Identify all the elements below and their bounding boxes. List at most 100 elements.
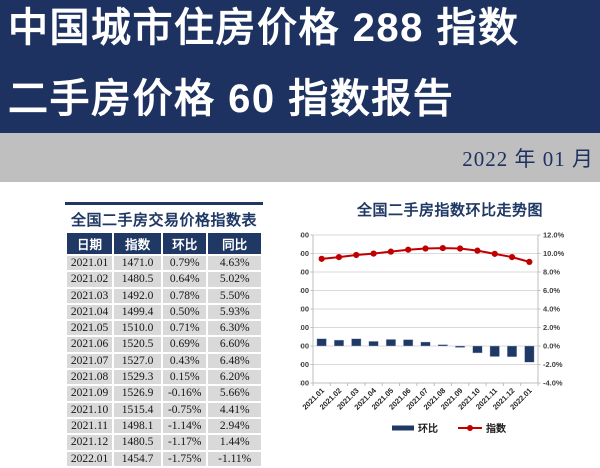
table-col-header: 同比 — [208, 233, 261, 254]
price-index-table: 全国二手房交易价格指数表 日期 指数 环比 同比 2021.01 1471.0 0.79%… — [65, 202, 263, 468]
table-row: 2022.01 1454.7 -1.75% -1.11% — [67, 451, 261, 466]
table-cell: 6.20% — [208, 370, 261, 385]
table-cell: 5.02% — [208, 272, 261, 287]
table-cell: 1510.0 — [114, 321, 162, 336]
data-point-marker — [457, 245, 464, 252]
bar-series — [316, 338, 535, 363]
table-cell: 1526.9 — [114, 386, 162, 401]
table-cell: 0.78% — [163, 288, 207, 303]
bar — [507, 345, 517, 358]
table-row: 2021.08 1529.3 0.15% 6.20% — [67, 370, 261, 385]
legend-bar-swatch — [392, 425, 414, 431]
report-title-line2: 二手房价格 60 指数报告 — [8, 77, 455, 121]
table-cell: 2021.07 — [67, 353, 113, 369]
table-title: 全国二手房交易价格指数表 — [65, 202, 263, 231]
axis-lines — [312, 235, 539, 386]
bar — [472, 345, 483, 354]
data-point-marker — [508, 254, 516, 261]
svg-text:1300: 1300 — [300, 286, 309, 295]
table-cell: -0.75% — [163, 402, 207, 417]
data-point-marker — [474, 247, 481, 254]
data-point-marker — [422, 245, 429, 252]
table-cell: 1480.5 — [114, 435, 162, 450]
table-cell: 1492.0 — [114, 288, 162, 303]
table-row: 2021.03 1492.0 0.78% 5.50% — [67, 288, 261, 303]
table-cell: 0.69% — [163, 337, 207, 352]
bar — [316, 338, 327, 347]
svg-text:1200: 1200 — [300, 305, 309, 314]
svg-text:-4.0%: -4.0% — [543, 379, 563, 388]
table-cell: 2021.09 — [67, 386, 113, 401]
table-cell: -1.75% — [163, 451, 207, 466]
svg-text:6.0%: 6.0% — [543, 286, 560, 295]
table-cell: 1480.5 — [114, 272, 162, 287]
table-cell: 1527.0 — [114, 353, 162, 369]
table-cell: -1.14% — [163, 418, 207, 434]
table-cell: -1.17% — [163, 435, 207, 450]
data-point-marker — [335, 254, 343, 261]
bar — [420, 341, 431, 347]
table-cell: 1529.3 — [114, 370, 162, 385]
data-point-marker — [491, 250, 498, 257]
legend-line-marker — [467, 425, 473, 431]
table-cell: 5.93% — [208, 304, 261, 320]
svg-text:12.0%: 12.0% — [543, 231, 565, 240]
table-row: 2021.06 1520.5 0.69% 6.60% — [67, 337, 261, 352]
table-row: 2021.11 1498.1 -1.14% 2.94% — [67, 418, 261, 434]
report-body: 全国二手房交易价格指数表 日期 指数 环比 同比 2021.01 1471.0 0.79%… — [0, 182, 600, 468]
table-cell: -1.11% — [208, 451, 261, 466]
svg-text:0.0%: 0.0% — [543, 342, 560, 351]
legend-label-line: 指数 — [486, 422, 507, 435]
svg-text:800: 800 — [300, 379, 309, 388]
svg-text:2.0%: 2.0% — [543, 323, 560, 332]
chart-legend: 环比 指数 — [392, 422, 507, 435]
table-cell: 2.94% — [208, 418, 261, 434]
report-title-line1: 中国城市住房价格 288 指数 — [8, 6, 520, 50]
data-point-marker — [439, 244, 446, 252]
x-axis-labels: 2021.012021.022021.032021.042021.052021.… — [301, 385, 534, 411]
table-col-header: 指数 — [114, 233, 162, 254]
svg-text:1000: 1000 — [300, 342, 309, 351]
table-cell: 0.71% — [163, 321, 207, 336]
svg-text:1600: 1600 — [300, 231, 309, 240]
table-cell: 2021.08 — [67, 370, 113, 385]
table-cell: -0.16% — [163, 386, 207, 401]
bar — [489, 345, 500, 357]
legend-label-bar: 环比 — [418, 422, 438, 435]
table-row: 2021.01 1471.0 0.79% 4.63% — [67, 256, 261, 271]
table-cell: 2021.05 — [67, 321, 113, 336]
svg-text:4.0%: 4.0% — [543, 305, 560, 314]
report-date: 2022 年 01 月 — [462, 146, 594, 171]
table-cell: 1498.1 — [114, 418, 162, 434]
data-point-marker — [405, 246, 412, 253]
table-cell: 1.44% — [208, 435, 261, 450]
table-cell: 2021.12 — [67, 435, 113, 450]
svg-text:1500: 1500 — [300, 249, 309, 258]
table-row: 2021.02 1480.5 0.64% 5.02% — [67, 272, 261, 287]
table-cell: 1499.4 — [114, 304, 162, 320]
table-cell: 2021.06 — [67, 337, 113, 352]
bar — [334, 339, 344, 347]
line-series — [318, 244, 533, 265]
table-cell: 2021.02 — [67, 272, 113, 287]
table-row: 2021.10 1515.4 -0.75% 4.41% — [67, 402, 261, 417]
chart-canvas: 1600 12.0% 1500 10.0% 1400 8.0% 1300 6.0% 1200 4.… — [300, 231, 565, 436]
table-row: 2021.09 1526.9 -0.16% 5.66% — [67, 386, 261, 401]
data-point-marker — [387, 248, 394, 255]
data-point-marker — [370, 250, 377, 257]
table-cell: 0.64% — [163, 272, 207, 287]
table-cell: 2021.11 — [67, 418, 113, 434]
svg-text:-2.0%: -2.0% — [543, 360, 563, 369]
data-point-marker — [353, 251, 360, 259]
table-cell: 0.15% — [163, 370, 207, 385]
table-cell: 2021.01 — [67, 256, 113, 271]
table-cell: 4.63% — [208, 256, 261, 271]
bar — [368, 341, 379, 347]
data-point-marker — [318, 255, 325, 262]
table-header-row: 日期 指数 环比 同比 — [67, 233, 261, 254]
table-cell: 6.30% — [208, 321, 261, 336]
report-header: 中国城市住房价格 288 指数 二手房价格 60 指数报告 — [0, 0, 600, 133]
bar — [455, 345, 466, 348]
table-cell: 1520.5 — [114, 337, 162, 352]
